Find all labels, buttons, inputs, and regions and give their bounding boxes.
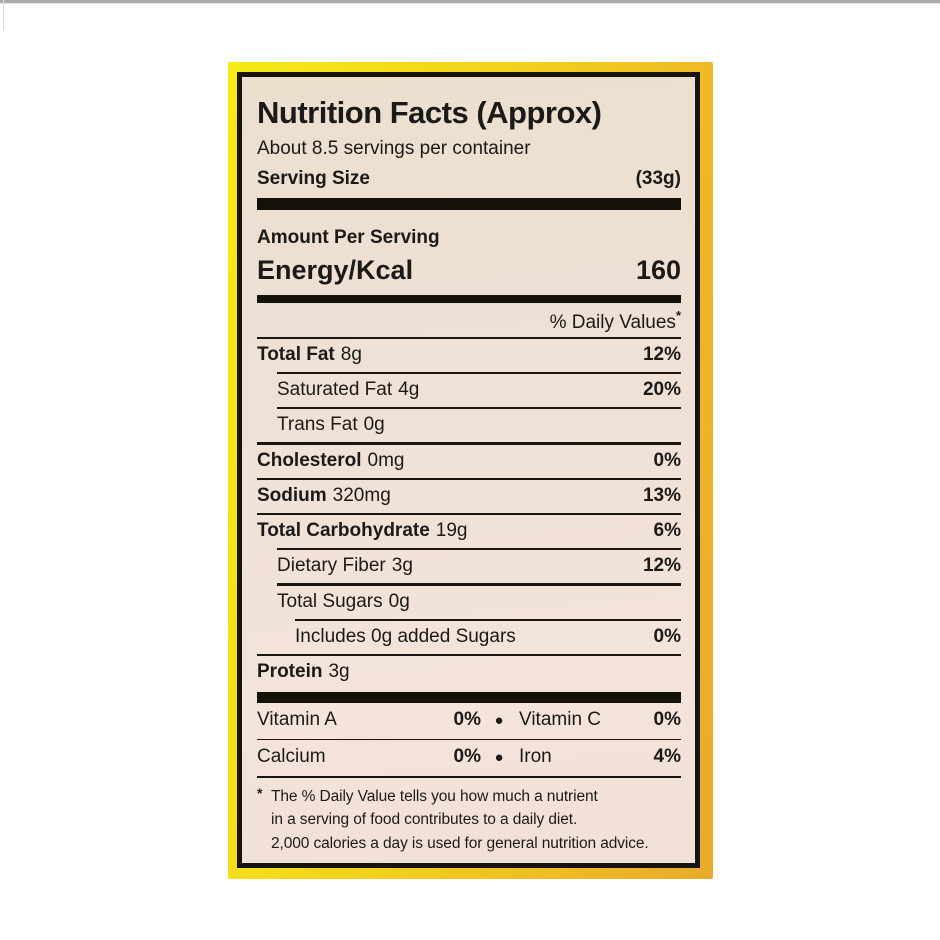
daily-values-asterisk: * (675, 307, 681, 323)
serving-size-value: (33g) (635, 168, 681, 189)
footnote-line: in a serving of food contributes to a da… (271, 811, 578, 828)
nutrient-label: Sodium 320mg (257, 485, 391, 507)
nutrient-label: Dietary Fiber 3g (257, 555, 413, 577)
nutrient-name: Saturated Fat (277, 379, 393, 400)
footnote-line: The % Daily Value tells you how much a n… (271, 787, 598, 805)
rule (257, 477, 681, 480)
nutrient-amount: 8g (340, 343, 362, 365)
nutrient-name: Total Fat (257, 343, 335, 365)
amount-per-serving-label: Amount Per Serving (257, 227, 440, 248)
nutrient-row-total-carbohydrate: Total Carbohydrate 19g 6% (257, 515, 681, 546)
nutrient-row-dietary-fiber: Dietary Fiber 3g 12% (257, 550, 681, 581)
rule (277, 407, 681, 410)
rule (257, 776, 681, 778)
nutrient-row-total-fat: Total Fat 8g 12% (257, 339, 681, 370)
servings-per-container: About 8.5 servings per container (257, 138, 531, 159)
nutrient-amount: 0mg (367, 449, 405, 471)
daily-values-header: % Daily Values* (257, 307, 681, 335)
nutrient-label: Total Carbohydrate 19g (257, 520, 467, 542)
nutrient-row-protein: Protein 3g (257, 656, 681, 687)
micronutrient-row-calcium-iron: Calcium 0% ● Iron 4% (257, 740, 681, 774)
scan-artifact-line (0, 0, 940, 4)
daily-values-label: % Daily Values (549, 311, 676, 333)
micronutrient-name: Vitamin A (257, 708, 337, 730)
nutrient-row-added-sugars: Includes 0g added Sugars 0% (257, 621, 681, 652)
nutrient-name: Cholesterol (257, 449, 362, 471)
footnote-asterisk: * (257, 784, 263, 801)
nutrient-label: Protein 3g (257, 661, 350, 683)
nutrient-label: Cholesterol 0mg (257, 450, 405, 472)
nutrient-label: Saturated Fat 4g (257, 379, 419, 401)
nutrition-label: Nutrition Facts (Approx) About 8.5 servi… (237, 72, 700, 868)
footnote-line: 2,000 calories a day is used for general… (271, 834, 649, 852)
label-title: Nutrition Facts (Approx) (257, 95, 602, 130)
rule (277, 548, 681, 551)
nutrient-daily-value: 6% (653, 520, 681, 541)
micronutrient-row-vitamin-a-c: Vitamin A 0% ● Vitamin C 0% (257, 703, 681, 737)
nutrient-label: Includes 0g added Sugars (257, 626, 516, 648)
micronutrient-name: Vitamin C (519, 708, 602, 730)
rule (257, 653, 681, 656)
nutrient-amount: 3g (391, 555, 413, 577)
scan-artifact-line-left (3, 0, 4, 30)
bullet-separator-icon: ● (494, 749, 504, 766)
nutrient-label: Trans Fat 0g (257, 414, 385, 436)
nutrient-name: Sodium (257, 484, 327, 506)
bullet-separator-icon: ● (494, 711, 504, 729)
rule (257, 442, 681, 445)
micronutrient-name: Calcium (257, 746, 326, 767)
nutrition-label-yellow-border: Nutrition Facts (Approx) About 8.5 servi… (228, 62, 713, 879)
energy-value: 160 (635, 255, 681, 285)
nutrient-row-trans-fat: Trans Fat 0g (257, 409, 681, 440)
energy-label: Energy/Kcal (257, 255, 414, 285)
nutrient-row-cholesterol: Cholesterol 0mg 0% (257, 445, 681, 476)
rule (257, 512, 681, 515)
rule (257, 336, 681, 339)
nutrient-name: Protein (257, 661, 323, 682)
nutrient-label: Total Fat 8g (257, 344, 362, 366)
micronutrient-value: 0% (453, 746, 481, 767)
nutrient-row-total-sugars: Total Sugars 0g (257, 586, 681, 617)
rule (277, 371, 681, 374)
nutrient-row-saturated-fat: Saturated Fat 4g 20% (257, 374, 681, 405)
serving-size-label: Serving Size (257, 168, 370, 189)
footnote: * The % Daily Value tells you how much a… (257, 785, 681, 856)
nutrient-daily-value: 0% (653, 449, 681, 471)
nutrient-name: Total Sugars (277, 590, 383, 612)
rule (277, 583, 681, 586)
nutrient-name: Total Carbohydrate (257, 520, 430, 541)
nutrient-daily-value: 20% (642, 379, 681, 400)
micronutrient-name: Iron (519, 746, 552, 767)
nutrient-row-sodium: Sodium 320mg 13% (257, 480, 681, 511)
nutrient-amount: 19g (435, 520, 468, 541)
nutrient-amount: 4g (398, 379, 420, 400)
nutrient-amount: 0g (388, 590, 410, 612)
micronutrient-value: 0% (453, 708, 481, 730)
micronutrient-value: 0% (653, 708, 681, 730)
energy-row: Energy/Kcal 160 (257, 254, 681, 286)
nutrient-label: Total Sugars 0g (257, 591, 410, 613)
medium-divider-bar (257, 295, 681, 303)
nutrient-daily-value: 12% (642, 555, 681, 577)
nutrient-amount: 320mg (332, 484, 391, 506)
nutrient-amount: 3g (328, 661, 350, 682)
nutrient-daily-value: 12% (642, 343, 681, 365)
nutrient-daily-value: 0% (653, 625, 681, 647)
nutrient-name: Includes 0g added Sugars (295, 625, 516, 647)
micronutrient-value: 4% (653, 746, 681, 767)
rule (295, 618, 681, 621)
thick-divider-bar-vitamins (257, 692, 681, 703)
nutrient-name: Trans Fat (277, 414, 358, 436)
footnote-text: The % Daily Value tells you how much a n… (271, 785, 649, 856)
nutrient-daily-value: 13% (642, 484, 681, 506)
thick-divider-bar (257, 198, 681, 210)
nutrient-amount: 0g (363, 414, 385, 436)
serving-size-row: Serving Size (33g) (257, 167, 681, 190)
rule (257, 738, 681, 740)
nutrient-name: Dietary Fiber (277, 555, 386, 577)
